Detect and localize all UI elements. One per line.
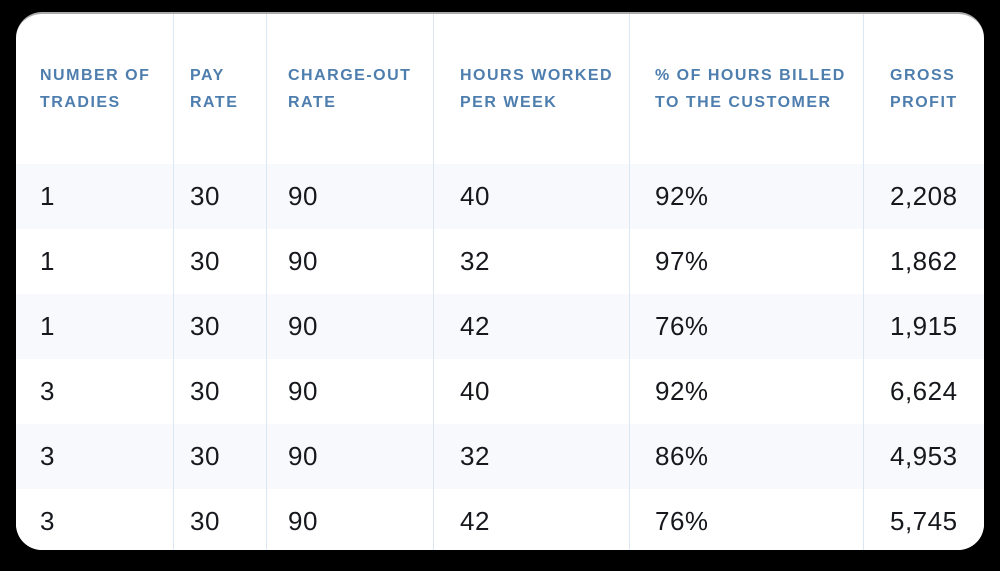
tradies-profit-table-card: NUMBER OF TRADIES PAY RATE CHARGE-OUT RA… xyxy=(16,12,984,550)
table-row: 3 30 90 40 92% 6,624 xyxy=(16,359,984,424)
cell-pay-rate: 30 xyxy=(190,506,220,536)
cell-pay-rate: 30 xyxy=(190,376,220,406)
header-number-of-tradies: NUMBER OF TRADIES xyxy=(40,67,151,111)
header-pay-rate: PAY RATE xyxy=(190,67,239,111)
column-divider xyxy=(629,14,630,550)
cell-hours-worked: 32 xyxy=(460,441,490,471)
table-row: 1 30 90 42 76% 1,915 xyxy=(16,294,984,359)
cell-pay-rate: 30 xyxy=(190,181,220,211)
cell-number-of-tradies: 1 xyxy=(40,246,55,276)
cell-charge-out-rate: 90 xyxy=(288,506,318,536)
cell-percent-billed: 97% xyxy=(655,246,709,276)
cell-gross-profit: 5,745 xyxy=(890,506,958,536)
cell-hours-worked: 32 xyxy=(460,246,490,276)
cell-hours-worked: 42 xyxy=(460,311,490,341)
header-hours-worked-per-week: HOURS WORKED PER WEEK xyxy=(460,67,614,111)
column-divider xyxy=(173,14,174,550)
cell-percent-billed: 86% xyxy=(655,441,709,471)
cell-number-of-tradies: 3 xyxy=(40,376,55,406)
cell-hours-worked: 40 xyxy=(460,181,490,211)
cell-number-of-tradies: 1 xyxy=(40,181,55,211)
cell-number-of-tradies: 3 xyxy=(40,506,55,536)
cell-gross-profit: 1,915 xyxy=(890,311,958,341)
header-percent-hours-billed: % OF HOURS BILLED TO THE CUSTOMER xyxy=(655,67,846,111)
cell-percent-billed: 92% xyxy=(655,181,709,211)
cell-gross-profit: 6,624 xyxy=(890,376,958,406)
table-header-row: NUMBER OF TRADIES PAY RATE CHARGE-OUT RA… xyxy=(16,14,984,164)
cell-gross-profit: 1,862 xyxy=(890,246,958,276)
cell-charge-out-rate: 90 xyxy=(288,246,318,276)
cell-pay-rate: 30 xyxy=(190,441,220,471)
table-row: 1 30 90 32 97% 1,862 xyxy=(16,229,984,294)
table-row: 3 30 90 32 86% 4,953 xyxy=(16,424,984,489)
cell-pay-rate: 30 xyxy=(190,311,220,341)
column-divider xyxy=(863,14,864,550)
cell-charge-out-rate: 90 xyxy=(288,311,318,341)
table-row: 1 30 90 40 92% 2,208 xyxy=(16,164,984,229)
column-divider xyxy=(433,14,434,550)
cell-charge-out-rate: 90 xyxy=(288,181,318,211)
cell-percent-billed: 76% xyxy=(655,311,709,341)
header-charge-out-rate: CHARGE-OUT RATE xyxy=(288,67,412,111)
cell-pay-rate: 30 xyxy=(190,246,220,276)
column-divider xyxy=(266,14,267,550)
cell-charge-out-rate: 90 xyxy=(288,441,318,471)
cell-percent-billed: 92% xyxy=(655,376,709,406)
cell-number-of-tradies: 3 xyxy=(40,441,55,471)
cell-hours-worked: 42 xyxy=(460,506,490,536)
cell-hours-worked: 40 xyxy=(460,376,490,406)
cell-gross-profit: 4,953 xyxy=(890,441,958,471)
table-row: 3 30 90 42 76% 5,745 xyxy=(16,489,984,550)
cell-percent-billed: 76% xyxy=(655,506,709,536)
cell-charge-out-rate: 90 xyxy=(288,376,318,406)
cell-number-of-tradies: 1 xyxy=(40,311,55,341)
cell-gross-profit: 2,208 xyxy=(890,181,958,211)
header-gross-profit: GROSS PROFIT xyxy=(890,67,958,111)
